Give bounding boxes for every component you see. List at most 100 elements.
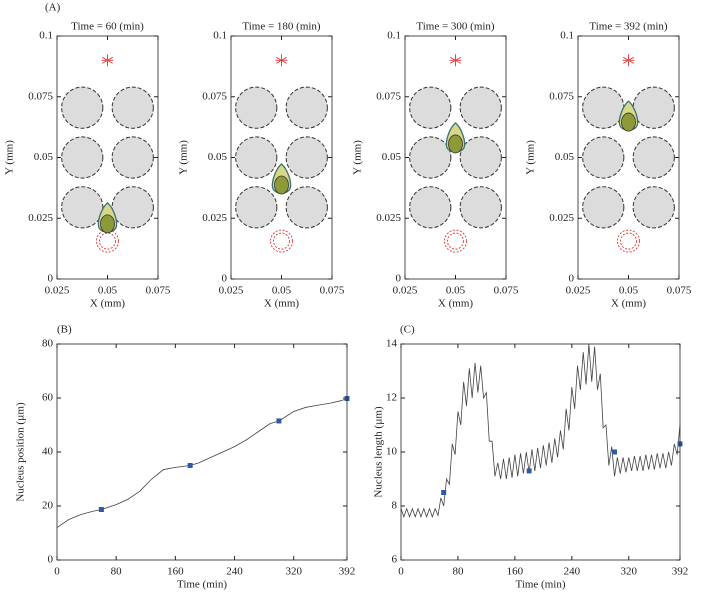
source-star: [275, 54, 288, 67]
obstacle: [235, 136, 278, 179]
obstacle: [632, 86, 675, 129]
x-tick-label: 320: [621, 566, 638, 578]
plot-frame: [56, 35, 159, 280]
y-tick-label: 20: [42, 500, 54, 512]
plot-frame: [404, 35, 507, 280]
obstacle: [582, 86, 625, 129]
y-axis-label: Y (mm): [525, 140, 537, 175]
panel-label: (B): [57, 324, 72, 336]
obstacle: [459, 136, 502, 179]
x-tick-label: 0.025: [566, 285, 591, 297]
panel-label: (C): [400, 324, 415, 336]
target-circle: [620, 232, 637, 250]
marker: [526, 468, 532, 474]
obstacle: [409, 136, 452, 179]
chart-title: Time = 300 (min): [416, 21, 495, 33]
chart-title: Time = 60 (min): [71, 21, 144, 33]
y-tick-label: 0.1: [213, 30, 227, 42]
y-axis-label: Y (mm): [352, 140, 364, 175]
y-tick-label: 10: [386, 446, 398, 458]
y-tick-label: 0.05: [34, 151, 54, 163]
target-circle: [99, 232, 116, 250]
y-tick-label: 0.1: [39, 30, 53, 42]
x-axis-label: X (mm): [611, 298, 646, 310]
y-tick-label: 0.075: [202, 90, 227, 102]
y-tick-label: 60: [42, 392, 54, 404]
y-tick-label: 0.1: [560, 30, 574, 42]
y-axis-label: Nucleus length (µm): [373, 406, 385, 498]
chart-title: Time = 392 (min): [589, 21, 668, 33]
obstacle: [459, 186, 502, 229]
x-tick-label: 0.075: [667, 285, 692, 297]
x-tick-label: 0.05: [272, 285, 292, 297]
nucleus: [448, 134, 463, 154]
obstacle: [285, 186, 328, 229]
chart-title: Time = 180 (min): [242, 21, 321, 33]
y-tick-label: 0.05: [208, 151, 228, 163]
marker: [441, 490, 447, 495]
nucleus: [274, 175, 289, 195]
obstacle: [61, 136, 104, 179]
obstacle: [285, 136, 328, 179]
x-tick-label: 0.05: [619, 285, 639, 297]
y-tick-label: 6: [392, 554, 398, 566]
y-tick-label: 0.075: [376, 90, 401, 102]
source-star: [622, 54, 635, 67]
obstacle: [111, 136, 154, 179]
plot-frame: [56, 343, 348, 561]
x-tick-label: 0.025: [219, 285, 244, 297]
x-tick-label: 0: [398, 566, 404, 578]
y-tick-label: 0.05: [555, 151, 575, 163]
y-tick-label: 0.025: [549, 212, 574, 224]
source-star: [101, 54, 114, 67]
x-tick-label: 240: [226, 566, 243, 578]
x-tick-label: 80: [111, 566, 123, 578]
y-tick-label: 0.075: [549, 90, 574, 102]
target-circle: [444, 229, 467, 253]
obstacle: [61, 86, 104, 129]
y-tick-label: 0.1: [387, 30, 401, 42]
source-star: [449, 54, 462, 67]
target-circle: [617, 229, 640, 253]
x-tick-label: 0.075: [494, 285, 519, 297]
x-tick-label: 0.025: [393, 285, 418, 297]
x-tick-label: 392: [339, 566, 356, 578]
x-axis-label: X (mm): [90, 298, 125, 310]
x-axis-label: X (mm): [264, 298, 299, 310]
plot-area: [401, 344, 680, 560]
y-axis-label: Nucleus position (µm): [15, 402, 27, 502]
target-circle: [447, 232, 464, 250]
y-tick-label: 0.025: [202, 212, 227, 224]
marker: [612, 449, 618, 455]
y-axis-label: Y (mm): [4, 140, 16, 175]
y-tick-label: 0: [396, 273, 402, 285]
y-tick-label: 0: [48, 273, 54, 285]
y-tick-label: 0: [48, 554, 54, 566]
panel-label: (A): [45, 2, 61, 14]
y-tick-label: 12: [386, 392, 397, 404]
x-tick-label: 160: [507, 566, 524, 578]
x-axis-label: X (mm): [438, 298, 473, 310]
obstacle: [409, 86, 452, 129]
x-tick-label: 0.075: [146, 285, 171, 297]
obstacle: [111, 186, 154, 229]
y-tick-label: 14: [386, 338, 398, 350]
plot-frame: [230, 35, 333, 280]
nucleus: [621, 112, 636, 132]
plot-frame: [577, 35, 680, 280]
x-tick-label: 0.025: [45, 285, 70, 297]
y-tick-label: 40: [42, 446, 54, 458]
x-tick-label: 160: [167, 566, 184, 578]
obstacle: [235, 186, 278, 229]
y-tick-label: 0.025: [376, 212, 401, 224]
x-tick-label: 320: [285, 566, 302, 578]
nucleus: [100, 214, 115, 234]
target-circle: [270, 229, 293, 253]
x-tick-label: 80: [452, 566, 464, 578]
x-tick-label: 240: [564, 566, 581, 578]
obstacle: [632, 136, 675, 179]
obstacle: [111, 86, 154, 129]
obstacle: [582, 186, 625, 229]
y-tick-label: 80: [42, 338, 54, 350]
y-axis-label: Y (mm): [178, 140, 190, 175]
